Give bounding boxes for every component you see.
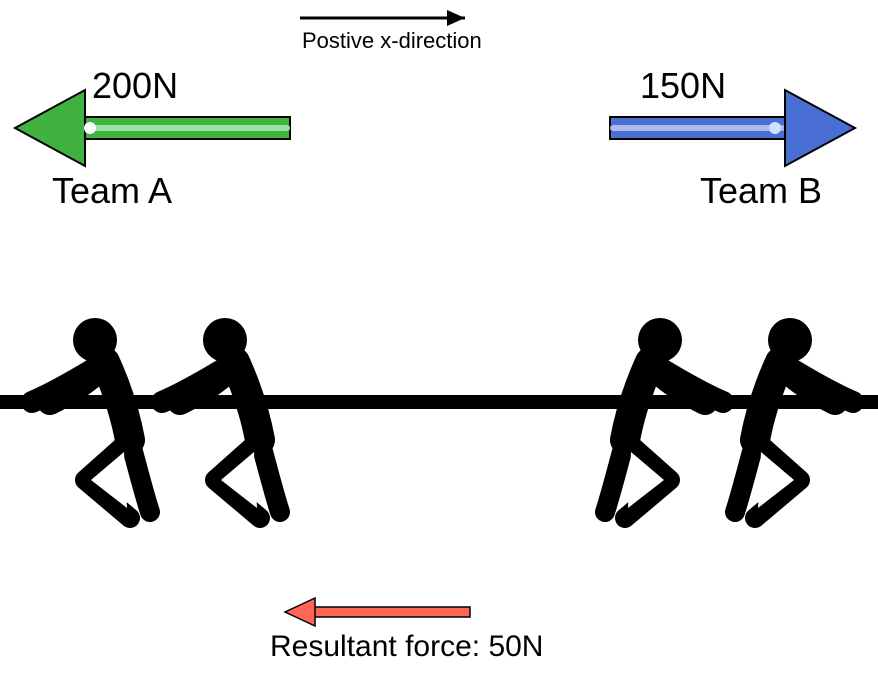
resultant-label: Resultant force: 50N [270,630,543,664]
team-a-force-label: 200N [92,65,178,107]
team-a-label: Team A [52,170,172,212]
team-b-force-label: 150N [640,65,726,107]
direction-label: Postive x-direction [302,28,482,54]
team-b-label: Team B [700,170,822,212]
